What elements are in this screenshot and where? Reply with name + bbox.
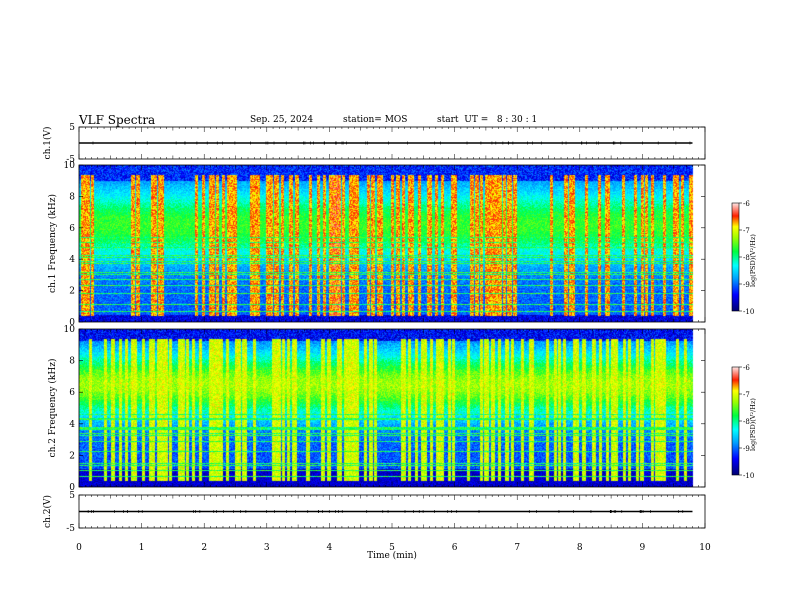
y-tick-label: 0 [69,483,75,493]
y-axis-label: ch.2(V) [42,495,53,528]
x-axis-label: Time (min) [367,550,417,561]
y-tick-label: 2 [69,287,75,297]
y-tick-label: 10 [64,161,76,171]
colorbar-tick-label: -7 [743,227,750,235]
x-tick-label: 1 [139,543,145,553]
colorbar-2 [731,366,740,476]
colorbar-tick-label: -10 [743,472,754,480]
y-axis-label: ch.2 Frequency (kHz) [47,359,58,458]
date-label: Sep. 25, 2024 [250,115,314,125]
x-tick-label: 9 [640,543,646,553]
colorbar-label: log(PSD)(V²/Hz) [749,234,757,287]
colorbar-tick-label: -6 [743,200,750,208]
spectrogram-ch1 [79,165,705,322]
colorbar-tick-label: -9 [743,445,750,453]
y-axis-label: ch.1 Frequency (kHz) [47,194,58,293]
y-tick-label: 8 [69,192,75,202]
y-tick-label: 6 [69,388,75,398]
y-axis-label: ch.1(V) [42,127,53,160]
colorbar-tick-label: -7 [743,391,750,399]
y-tick-label: 5 [69,491,75,501]
x-tick-label: 8 [577,543,583,553]
colorbar-tick-label: -10 [743,308,754,316]
colorbar-label: log(PSD)(V²/Hz) [749,398,757,451]
y-tick-label: 6 [69,224,75,234]
y-tick-label: -5 [66,524,75,534]
x-tick-label: 0 [76,543,82,553]
y-tick-label: 4 [69,420,75,430]
station-label: station= MOS [343,115,408,125]
colorbar-tick-label: -8 [743,418,750,426]
colorbar-1 [731,202,740,312]
y-tick-label: 8 [69,357,75,367]
colorbar-tick-label: -8 [743,254,750,262]
x-tick-label: 3 [264,543,270,553]
x-tick-label: 4 [327,543,333,553]
x-tick-label: 6 [452,543,458,553]
y-tick-label: 4 [69,255,75,265]
y-tick-label: 5 [69,123,75,133]
y-tick-label: 0 [69,318,75,328]
spectrogram-ch2 [79,329,705,487]
colorbar-tick-label: -6 [743,364,750,372]
x-tick-label: 7 [514,543,520,553]
x-tick-label: 2 [201,543,207,553]
x-tick-label: 5 [389,543,395,553]
x-tick-label: 10 [699,543,711,553]
start-time-label: start UT = 8 : 30 : 1 [437,115,538,125]
figure-title: VLF Spectra [79,113,156,127]
y-tick-label: -5 [66,155,75,165]
y-tick-label: 10 [64,325,76,335]
y-tick-label: 2 [69,451,75,461]
colorbar-tick-label: -9 [743,281,750,289]
